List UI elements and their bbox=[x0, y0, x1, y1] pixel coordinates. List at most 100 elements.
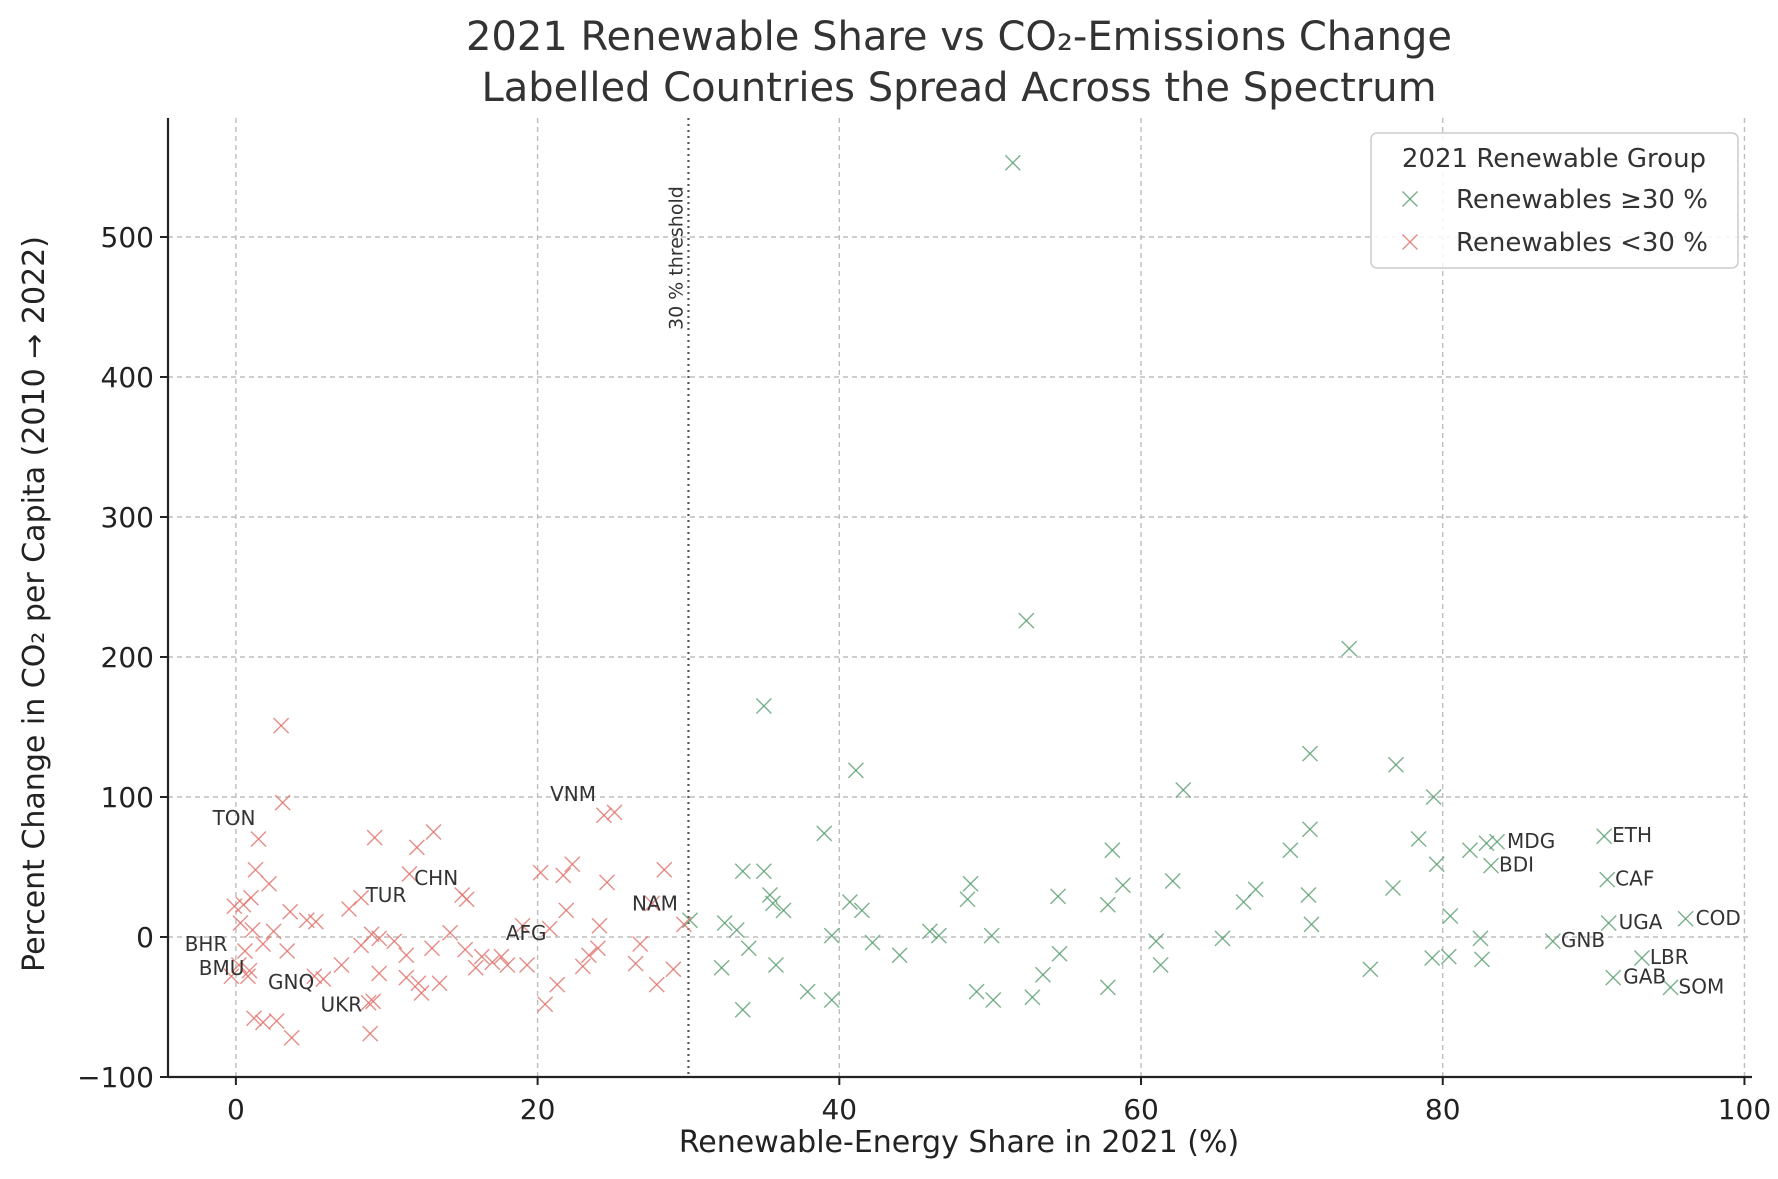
data-point bbox=[1599, 871, 1616, 888]
data-point bbox=[467, 959, 484, 976]
y-axis-label: Percent Change in CO₂ per Capita (2010 →… bbox=[17, 236, 52, 972]
country-label-som: SOM bbox=[1679, 974, 1725, 998]
data-point bbox=[273, 717, 290, 734]
data-point bbox=[1387, 756, 1404, 773]
data-point bbox=[589, 940, 606, 957]
data-point bbox=[255, 936, 272, 952]
country-label-gab: GAB bbox=[1623, 965, 1666, 989]
data-point bbox=[386, 933, 403, 950]
data-point bbox=[499, 957, 516, 973]
data-point bbox=[431, 975, 448, 992]
data-point bbox=[1104, 842, 1121, 859]
data-point bbox=[598, 874, 615, 891]
legend-marker-icon bbox=[1402, 191, 1418, 207]
data-point bbox=[1544, 933, 1561, 950]
data-point bbox=[767, 957, 784, 973]
country-label-bmu: BMU bbox=[199, 956, 245, 980]
data-point bbox=[595, 807, 612, 824]
data-point bbox=[1472, 930, 1489, 947]
data-point bbox=[959, 891, 976, 908]
data-point bbox=[1677, 910, 1694, 927]
data-point bbox=[1440, 948, 1457, 965]
data-point bbox=[362, 1025, 379, 1042]
data-point bbox=[644, 895, 661, 912]
data-point bbox=[755, 863, 772, 880]
data-point bbox=[665, 961, 682, 978]
data-point bbox=[558, 902, 575, 919]
data-point bbox=[365, 993, 382, 1010]
legend-marker bbox=[1402, 234, 1418, 250]
data-point bbox=[761, 887, 778, 903]
data-point bbox=[728, 922, 745, 938]
country-label-vnm: VNM bbox=[550, 782, 596, 806]
data-point bbox=[1362, 961, 1379, 978]
data-point bbox=[1301, 745, 1318, 762]
country-label-chn: CHN bbox=[414, 866, 458, 890]
country-label-mdg: MDG bbox=[1507, 829, 1555, 853]
data-point bbox=[1605, 969, 1622, 986]
data-point bbox=[265, 923, 282, 940]
data-point bbox=[341, 901, 358, 917]
data-point bbox=[1442, 908, 1459, 924]
data-point bbox=[410, 975, 427, 992]
country-label-lbr: LBR bbox=[1650, 945, 1689, 969]
data-point bbox=[282, 903, 299, 920]
data-point bbox=[816, 825, 833, 842]
country-label-eth: ETH bbox=[1612, 823, 1652, 847]
legend-label: Renewables ≥30 % bbox=[1456, 185, 1708, 215]
data-point bbox=[632, 936, 649, 952]
data-point bbox=[675, 916, 692, 933]
data-point bbox=[274, 794, 291, 811]
data-point bbox=[255, 1014, 272, 1031]
data-point bbox=[1152, 957, 1169, 973]
data-point bbox=[1473, 951, 1490, 968]
data-point bbox=[764, 895, 781, 912]
data-point bbox=[921, 923, 938, 940]
data-point bbox=[549, 976, 566, 993]
data-point bbox=[1282, 842, 1299, 859]
data-point bbox=[985, 992, 1002, 1008]
x-axis-label: Renewable-Energy Share in 2021 (%) bbox=[679, 1125, 1239, 1160]
data-point bbox=[1425, 789, 1442, 805]
country-label-gnb: GNB bbox=[1561, 928, 1605, 952]
data-point bbox=[413, 985, 430, 1001]
data-point bbox=[841, 894, 858, 910]
data-point bbox=[1662, 979, 1679, 996]
data-point bbox=[968, 983, 985, 1000]
country-label-caf: CAF bbox=[1615, 867, 1654, 891]
legend-entry-renewables-low: Renewables <30 % bbox=[1402, 228, 1708, 258]
data-point bbox=[1478, 835, 1495, 852]
legend-label: Renewables <30 % bbox=[1456, 228, 1708, 258]
data-point bbox=[1461, 842, 1478, 859]
data-point bbox=[574, 958, 591, 975]
data-point bbox=[823, 992, 840, 1008]
data-point bbox=[268, 1013, 285, 1029]
chart-title-line-2: Labelled Countries Spread Across the Spe… bbox=[481, 65, 1436, 111]
data-point bbox=[244, 922, 261, 938]
data-point bbox=[1148, 933, 1165, 950]
data-point bbox=[1301, 821, 1318, 838]
data-point bbox=[261, 875, 278, 892]
data-point bbox=[713, 959, 730, 976]
x-tick-label: 20 bbox=[520, 1093, 556, 1126]
data-point bbox=[962, 875, 979, 892]
data-point bbox=[425, 824, 442, 840]
data-point bbox=[740, 940, 757, 957]
data-point bbox=[1114, 877, 1131, 894]
data-point bbox=[541, 920, 558, 937]
data-point bbox=[891, 947, 908, 964]
data-point bbox=[371, 930, 388, 947]
data-point bbox=[473, 948, 490, 965]
data-point bbox=[1214, 930, 1231, 947]
data-point bbox=[1303, 916, 1320, 933]
data-point bbox=[1428, 856, 1445, 873]
data-point bbox=[1051, 945, 1068, 962]
data-point bbox=[366, 829, 383, 846]
data-point bbox=[223, 968, 240, 985]
y-tick-label: −100 bbox=[77, 1061, 154, 1094]
data-point bbox=[1424, 950, 1441, 966]
threshold-label: 30 % threshold bbox=[665, 186, 687, 330]
data-point bbox=[1300, 887, 1317, 903]
data-point bbox=[532, 864, 549, 881]
data-point bbox=[250, 831, 267, 847]
